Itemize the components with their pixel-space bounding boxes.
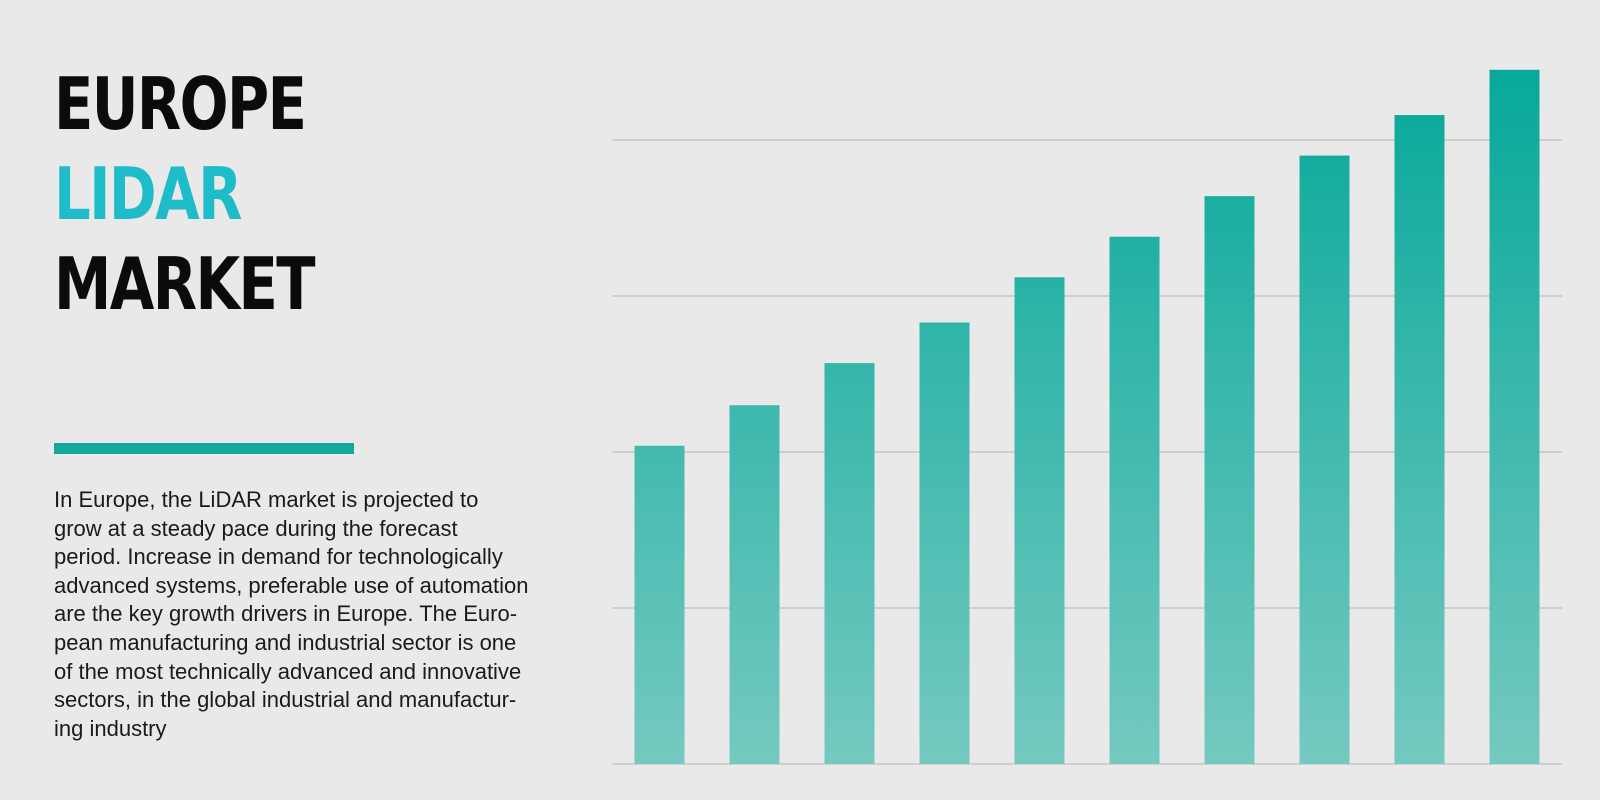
description-line: are the key growth drivers in Europe. Th… bbox=[54, 601, 518, 627]
chart-bar bbox=[1014, 277, 1065, 764]
description-line: of the most technically advanced and inn… bbox=[54, 658, 522, 684]
chart-bar bbox=[1109, 236, 1160, 765]
description-line: pean manufacturing and industrial sector… bbox=[54, 629, 517, 655]
chart-bar bbox=[1299, 155, 1350, 765]
chart-bar bbox=[1394, 115, 1445, 765]
title-market: MARKET bbox=[54, 242, 316, 326]
accent-divider bbox=[54, 443, 354, 454]
chart-bar bbox=[1489, 69, 1540, 765]
description-line: grow at a steady pace during the forecas… bbox=[54, 515, 458, 541]
title-lidar: LIDAR bbox=[54, 152, 242, 236]
chart-bars bbox=[634, 69, 1540, 765]
description-line: sectors, in the global industrial and ma… bbox=[54, 687, 517, 713]
title-europe: EUROPE bbox=[54, 62, 307, 146]
description-line: period. Increase in demand for technolog… bbox=[54, 544, 503, 570]
market-description: In Europe, the LiDAR market is projected… bbox=[54, 486, 584, 743]
chart-bar bbox=[634, 445, 685, 764]
description-line: In Europe, the LiDAR market is projected… bbox=[54, 487, 479, 512]
chart-bar bbox=[824, 363, 875, 764]
description-line: ing industry bbox=[54, 715, 167, 741]
description-line: advanced systems, preferable use of auto… bbox=[54, 572, 529, 598]
chart-bar bbox=[919, 322, 970, 764]
chart-bar bbox=[729, 405, 780, 764]
chart-bar bbox=[1204, 196, 1255, 764]
